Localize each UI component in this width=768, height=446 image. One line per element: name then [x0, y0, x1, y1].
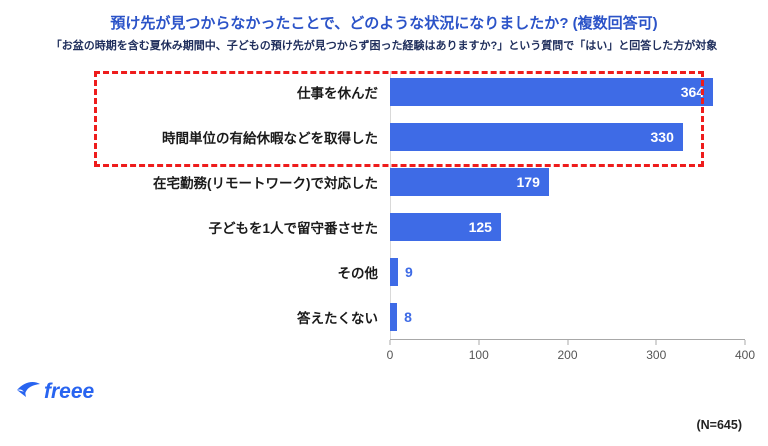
swallow-icon: [17, 382, 40, 397]
bar-row: 在宅勤務(リモートワーク)で対応した 179: [0, 159, 768, 204]
x-axis: 0 100 200 300 400: [386, 339, 755, 370]
tick-mark: [655, 340, 657, 345]
bar-value: 330: [650, 128, 674, 145]
page-subtitle: 「お盆の時期を含む夏休み期間中、子どもの預け先が見つからず困った経験はありますか…: [50, 40, 718, 52]
logo-text: freee: [44, 380, 95, 403]
x-tick-label: 0: [386, 348, 394, 362]
bar-track: 330: [390, 122, 745, 151]
bar: [390, 167, 549, 196]
bar-label: 仕事を休んだ: [297, 85, 378, 101]
bar-row: 仕事を休んだ 364: [0, 69, 768, 114]
tick-mark: [567, 340, 568, 345]
x-tick-label: 100: [468, 348, 489, 362]
freee-logo-svg: freee: [17, 380, 95, 403]
bar: [390, 77, 714, 106]
bar-row: 子どもを1人で留守番させた 125: [0, 204, 768, 249]
bar: [390, 302, 398, 331]
bar: [390, 122, 683, 151]
bar-track: 179: [390, 167, 745, 196]
bar-track: 125: [390, 212, 745, 241]
page-title: 預け先が見つからなかったことで、どのような状況になりましたか? (複数回答可): [110, 15, 658, 32]
bar: [390, 212, 501, 241]
x-tick-label: 400: [734, 348, 756, 362]
bar-label: 子どもを1人で留守番させた: [208, 220, 378, 236]
bar-value: 125: [468, 218, 492, 235]
freee-logo: freee: [14, 373, 118, 412]
sample-size: (N=645): [696, 418, 742, 432]
bar-value: 179: [516, 173, 540, 190]
bar-track: 364: [390, 77, 745, 106]
bar-row: 答えたくない 8: [0, 294, 768, 339]
x-tick-label: 200: [557, 348, 578, 362]
bar-row: その他 9: [0, 249, 768, 294]
bar-row: 時間単位の有給休暇などを取得した 330: [0, 114, 768, 159]
bar-label: その他: [337, 265, 379, 281]
bar-track: 9: [390, 257, 745, 286]
tick-mark: [478, 340, 480, 345]
x-tick-label: 300: [646, 348, 667, 362]
bar-chart: 仕事を休んだ 364 時間単位の有給休暇などを取得した 330 在宅勤務(リモー…: [0, 69, 768, 370]
tick-mark: [744, 340, 746, 345]
bar-label: 時間単位の有給休暇などを取得した: [162, 130, 378, 146]
bar-label: 答えたくない: [297, 310, 378, 326]
bar-value: 8: [404, 308, 412, 325]
zero-axis-line: [390, 71, 391, 339]
bar: [390, 257, 398, 286]
tick-mark: [389, 340, 391, 345]
bar-value: 364: [680, 83, 705, 100]
bar-value: 9: [404, 263, 413, 280]
bar-label: 在宅勤務(リモートワーク)で対応した: [153, 175, 378, 191]
bar-track: 8: [390, 302, 745, 331]
